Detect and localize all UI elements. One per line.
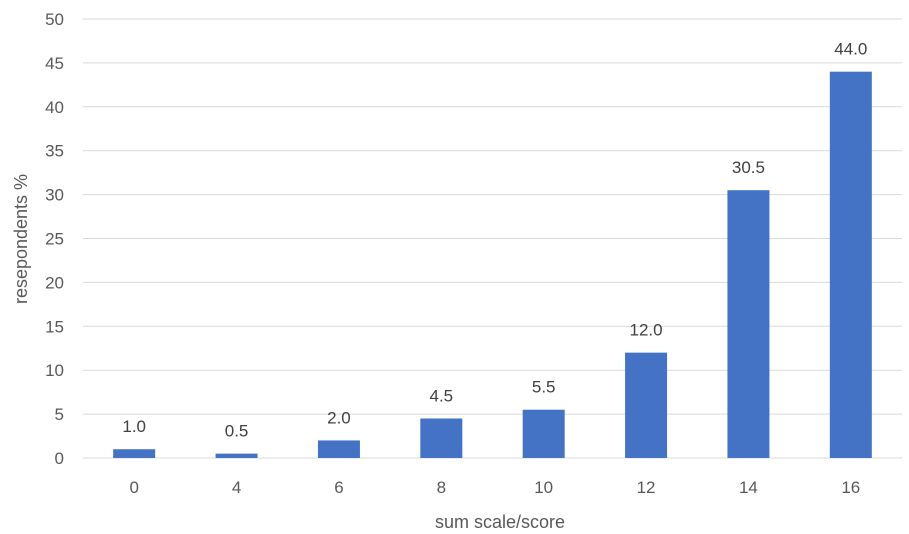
x-tick-label: 10 [534, 478, 553, 497]
x-axis-ticks: 0 4 6 8 10 12 14 16 [129, 478, 860, 497]
x-tick-label: 8 [437, 478, 446, 497]
bar [727, 190, 770, 458]
y-tick-label: 35 [45, 142, 64, 161]
data-label: 4.5 [429, 386, 453, 405]
data-label: 0.5 [225, 422, 249, 441]
bar [625, 352, 668, 458]
y-tick-label: 20 [45, 273, 64, 292]
x-tick-label: 0 [129, 478, 138, 497]
y-tick-label: 0 [55, 449, 64, 468]
data-label: 5.5 [532, 378, 556, 397]
y-tick-label: 10 [45, 361, 64, 380]
bar [215, 453, 258, 458]
y-axis-title: resepondents % [11, 174, 31, 304]
data-label: 1.0 [122, 417, 146, 436]
x-tick-label: 4 [232, 478, 241, 497]
data-label: 30.5 [732, 158, 765, 177]
x-tick-label: 12 [637, 478, 656, 497]
y-tick-label: 5 [55, 405, 64, 424]
data-label: 12.0 [630, 321, 663, 340]
y-tick-label: 50 [45, 10, 64, 29]
y-tick-label: 30 [45, 186, 64, 205]
y-tick-label: 25 [45, 230, 64, 249]
x-tick-label: 14 [739, 478, 758, 497]
data-label: 2.0 [327, 408, 351, 427]
bar [522, 409, 565, 458]
bar [317, 440, 360, 458]
y-tick-label: 45 [45, 54, 64, 73]
x-axis-title: sum scale/score [435, 512, 565, 532]
bar [829, 71, 872, 459]
y-tick-label: 40 [45, 98, 64, 117]
bar [113, 449, 156, 458]
y-axis-ticks: 0 5 10 15 20 25 30 35 40 45 50 [45, 10, 64, 468]
data-label: 44.0 [834, 40, 867, 59]
x-tick-label: 6 [334, 478, 343, 497]
x-tick-label: 16 [841, 478, 860, 497]
data-labels: 1.0 0.5 2.0 4.5 5.5 12.0 30.5 44.0 [122, 40, 867, 441]
gridlines [83, 18, 902, 415]
bars [113, 71, 872, 459]
bar [420, 418, 463, 458]
y-tick-label: 15 [45, 317, 64, 336]
